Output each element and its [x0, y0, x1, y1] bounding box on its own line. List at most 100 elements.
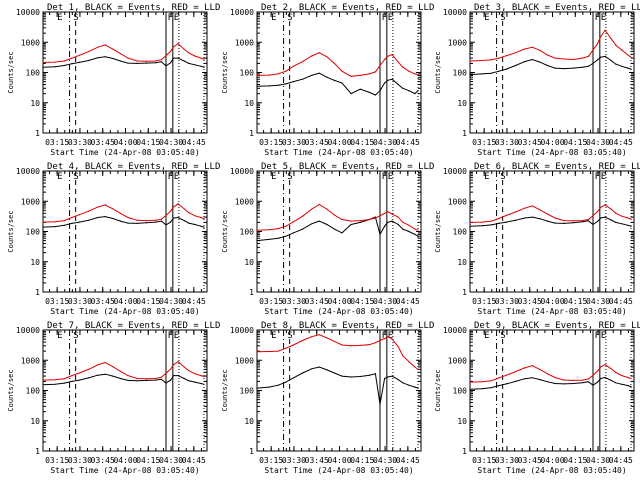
data-point-events	[630, 225, 632, 227]
data-point-events	[268, 85, 270, 87]
data-point-events	[350, 376, 352, 378]
y-tick-label: 1	[35, 288, 40, 297]
data-point-lld	[203, 58, 205, 60]
data-point-lld	[268, 350, 270, 353]
data-point-lld	[592, 49, 594, 51]
data-point-lld	[600, 206, 602, 209]
data-point-events	[387, 376, 389, 378]
data-point-lld	[600, 366, 602, 368]
data-point-lld	[402, 355, 404, 357]
y-tick-label: 1000	[21, 356, 40, 365]
attenuator-marker: S	[287, 331, 292, 341]
attenuator-marker: E	[57, 172, 62, 182]
data-point-events	[621, 383, 623, 385]
y-axis-label: Counts/sec	[7, 369, 15, 411]
data-point-lld	[160, 59, 162, 61]
data-point-events	[177, 216, 179, 219]
x-tick-label: 03:15	[45, 297, 69, 306]
data-point-lld	[350, 220, 352, 222]
data-point-events	[277, 237, 279, 239]
y-tick-label: 10	[30, 99, 40, 108]
data-point-lld	[539, 368, 541, 370]
data-point-lld	[627, 217, 629, 219]
data-point-lld	[154, 219, 156, 221]
data-point-lld	[384, 58, 386, 61]
data-point-lld	[112, 208, 114, 210]
data-point-lld	[268, 74, 270, 76]
data-point-events	[417, 235, 419, 237]
series-line-events	[42, 216, 205, 228]
data-point-lld	[311, 55, 313, 57]
data-point-lld	[188, 52, 190, 54]
data-point-lld	[112, 48, 114, 50]
data-point-lld	[490, 380, 492, 382]
data-point-events	[469, 74, 471, 76]
attenuator-marker: E	[601, 13, 606, 23]
data-point-events	[200, 225, 202, 227]
y-tick-label: 100	[453, 69, 468, 78]
data-point-lld	[285, 225, 287, 227]
data-point-events	[481, 388, 483, 390]
data-point-lld	[350, 345, 352, 347]
data-point-lld	[97, 364, 99, 366]
x-tick-label: 04:30	[586, 297, 610, 306]
data-point-lld	[408, 361, 410, 363]
data-point-lld	[318, 52, 320, 54]
panel-title: Det 5, BLACK = Events, RED = LLD	[261, 162, 434, 172]
data-point-lld	[630, 218, 632, 220]
data-point-events	[173, 217, 175, 219]
x-tick-label: 04:00	[540, 297, 564, 306]
data-point-events	[490, 224, 492, 226]
y-tick-label: 100	[26, 228, 41, 237]
data-point-events	[581, 221, 584, 223]
data-point-events	[318, 220, 320, 222]
data-point-lld	[200, 375, 202, 377]
data-point-events	[350, 93, 352, 95]
y-tick-label: 10000	[16, 167, 40, 176]
data-point-lld	[481, 221, 483, 223]
data-point-events	[63, 224, 65, 226]
data-point-lld	[387, 211, 389, 213]
data-point-lld	[615, 372, 617, 374]
data-point-lld	[408, 70, 410, 72]
data-point-lld	[610, 368, 612, 370]
x-tick-label: 04:15	[136, 138, 160, 147]
data-point-lld	[170, 50, 172, 53]
data-point-lld	[539, 49, 541, 51]
series-line-events	[256, 216, 419, 242]
data-point-lld	[88, 368, 90, 370]
y-tick-label: 100	[26, 387, 41, 396]
data-point-events	[563, 222, 565, 224]
data-point-events	[277, 384, 279, 386]
data-point-events	[88, 377, 90, 379]
data-point-events	[408, 90, 410, 92]
data-point-lld	[417, 229, 419, 231]
data-point-lld	[368, 218, 370, 221]
x-tick-label: 03:15	[472, 297, 496, 306]
data-point-events	[88, 59, 90, 62]
data-point-lld	[531, 365, 533, 367]
data-point-lld	[136, 219, 138, 221]
data-point-lld	[604, 364, 606, 366]
data-point-lld	[333, 214, 335, 216]
data-point-lld	[145, 60, 147, 62]
data-point-events	[610, 59, 612, 62]
data-point-events	[203, 383, 205, 385]
data-point-lld	[194, 215, 196, 217]
data-point-lld	[63, 60, 65, 62]
data-point-lld	[627, 54, 629, 56]
data-point-lld	[546, 54, 549, 56]
data-point-events	[597, 381, 599, 383]
data-point-lld	[71, 375, 73, 377]
attenuator-marker: F	[168, 172, 173, 182]
data-point-events	[154, 221, 156, 223]
data-point-lld	[621, 375, 623, 377]
data-point-lld	[277, 73, 279, 75]
data-point-lld	[531, 46, 533, 48]
y-tick-label: 10000	[230, 326, 254, 335]
data-point-events	[127, 222, 129, 224]
x-axis-label: Start Time (24-Apr-08 03:05:40)	[50, 148, 199, 157]
data-point-events	[531, 377, 533, 379]
data-point-events	[515, 380, 517, 382]
